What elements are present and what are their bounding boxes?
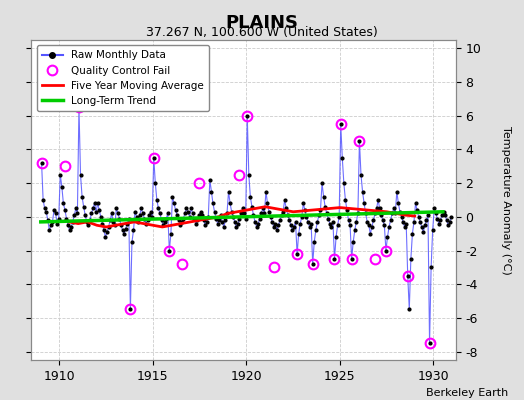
Text: PLAINS: PLAINS xyxy=(225,14,299,32)
Y-axis label: Temperature Anomaly (°C): Temperature Anomaly (°C) xyxy=(501,126,511,274)
Legend: Raw Monthly Data, Quality Control Fail, Five Year Moving Average, Long-Term Tren: Raw Monthly Data, Quality Control Fail, … xyxy=(37,45,209,111)
Text: 37.267 N, 100.600 W (United States): 37.267 N, 100.600 W (United States) xyxy=(146,26,378,39)
Text: Berkeley Earth: Berkeley Earth xyxy=(426,388,508,398)
